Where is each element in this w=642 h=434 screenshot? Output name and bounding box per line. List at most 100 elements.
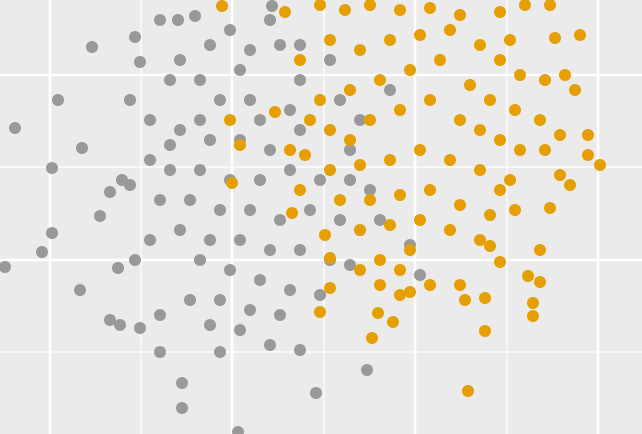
point <box>94 210 106 222</box>
point <box>204 39 216 51</box>
point <box>204 319 216 331</box>
point <box>339 4 351 16</box>
point <box>554 169 566 181</box>
point <box>519 0 531 11</box>
point <box>104 186 116 198</box>
point <box>354 159 366 171</box>
point <box>314 174 326 186</box>
point <box>334 194 346 206</box>
point <box>534 114 546 126</box>
point <box>86 41 98 53</box>
point <box>314 94 326 106</box>
point <box>387 316 399 328</box>
point <box>46 162 58 174</box>
point <box>112 262 124 274</box>
point <box>144 154 156 166</box>
point <box>164 164 176 176</box>
point <box>176 402 188 414</box>
point <box>224 264 236 276</box>
point <box>204 134 216 146</box>
point <box>194 114 206 126</box>
point <box>394 289 406 301</box>
point <box>424 2 436 14</box>
point <box>36 246 48 258</box>
point <box>344 144 356 156</box>
point <box>269 106 281 118</box>
point <box>494 184 506 196</box>
point <box>454 9 466 21</box>
point <box>344 259 356 271</box>
point <box>294 39 306 51</box>
point <box>384 84 396 96</box>
point <box>494 134 506 146</box>
point <box>184 194 196 206</box>
point <box>254 274 266 286</box>
point <box>226 177 238 189</box>
point <box>344 84 356 96</box>
point <box>484 240 496 252</box>
point <box>214 204 226 216</box>
point <box>176 377 188 389</box>
point <box>74 284 86 296</box>
point <box>144 114 156 126</box>
point <box>594 159 606 171</box>
point <box>244 304 256 316</box>
point <box>46 227 58 239</box>
point <box>544 202 556 214</box>
point <box>414 29 426 41</box>
point <box>404 286 416 298</box>
point <box>454 199 466 211</box>
point <box>324 164 336 176</box>
point <box>344 134 356 146</box>
point <box>304 114 316 126</box>
point <box>214 294 226 306</box>
point <box>299 149 311 161</box>
point <box>284 164 296 176</box>
point <box>424 279 436 291</box>
point <box>154 309 166 321</box>
point <box>279 6 291 18</box>
point <box>164 74 176 86</box>
point <box>404 64 416 76</box>
point <box>334 94 346 106</box>
point <box>216 0 228 12</box>
point <box>204 234 216 246</box>
point <box>174 54 186 66</box>
point <box>582 149 594 161</box>
point <box>424 94 436 106</box>
point <box>374 279 386 291</box>
point <box>394 264 406 276</box>
point <box>354 114 366 126</box>
point <box>154 346 166 358</box>
point <box>184 294 196 306</box>
point <box>254 114 266 126</box>
point <box>459 294 471 306</box>
point <box>286 207 298 219</box>
point <box>527 310 539 322</box>
point <box>384 154 396 166</box>
point <box>294 124 306 136</box>
point <box>232 426 244 434</box>
point <box>234 139 246 151</box>
point <box>334 214 346 226</box>
point <box>324 54 336 66</box>
point <box>304 204 316 216</box>
point <box>514 144 526 156</box>
point <box>404 244 416 256</box>
point <box>444 224 456 236</box>
point <box>224 114 236 126</box>
point <box>479 325 491 337</box>
point <box>244 204 256 216</box>
point <box>394 189 406 201</box>
point <box>114 319 126 331</box>
point <box>484 94 496 106</box>
point <box>154 14 166 26</box>
point <box>394 4 406 16</box>
point <box>244 94 256 106</box>
point <box>284 144 296 156</box>
point <box>549 32 561 44</box>
point <box>344 174 356 186</box>
point <box>214 346 226 358</box>
